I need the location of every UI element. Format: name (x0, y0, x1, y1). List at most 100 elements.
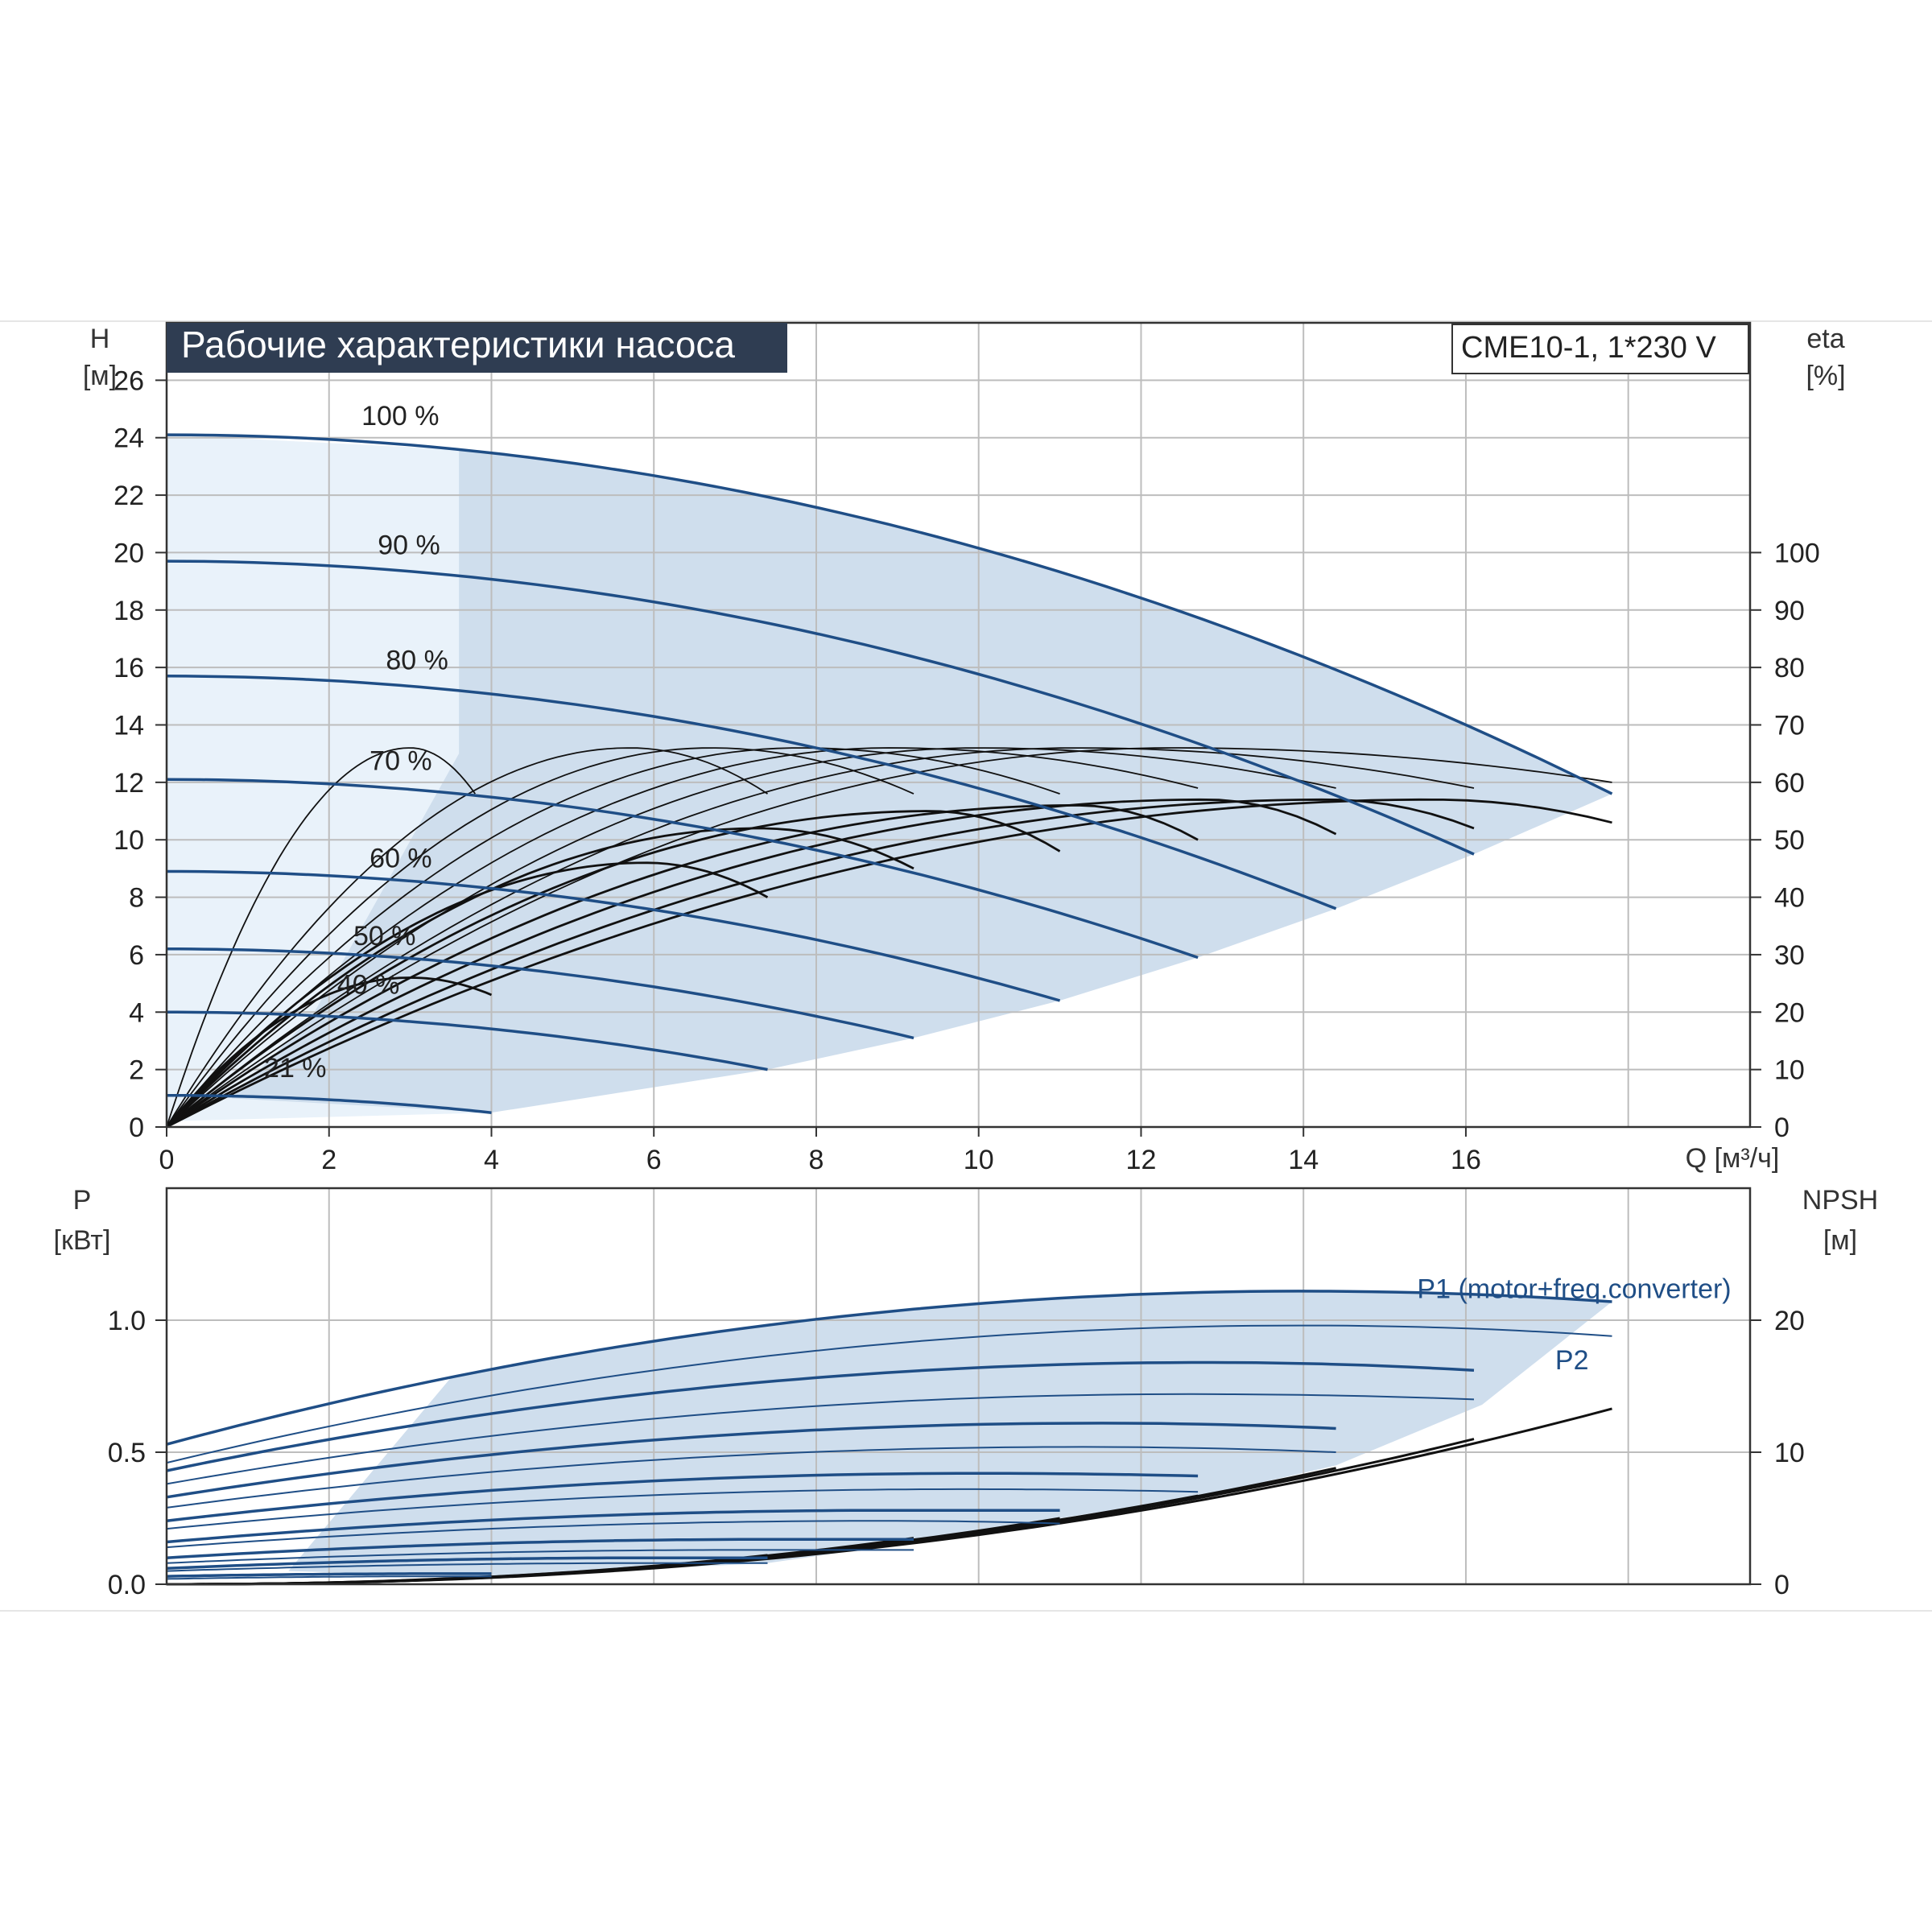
head-curve (166, 559, 1475, 856)
power-curve (166, 1488, 1199, 1530)
y-tick-label: 2 (129, 1055, 144, 1086)
power-curve (166, 1472, 1199, 1523)
speed-label: 40 % (337, 970, 400, 1001)
eta-tick-label: 40 (1774, 883, 1805, 914)
y-tick-label: 22 (114, 481, 144, 511)
eta-tick-label: 70 (1774, 711, 1805, 741)
eta-tick-label: 20 (1774, 997, 1805, 1028)
x-tick-label: 8 (809, 1145, 824, 1175)
y-tick-label: 8 (129, 883, 144, 914)
y-tick-label: 18 (114, 596, 144, 626)
p-axis-title: P (73, 1185, 92, 1216)
x-tick-label: 16 (1451, 1145, 1481, 1175)
power-curve (166, 1520, 1060, 1549)
head-chart-axes: 0246810121416182022242601020304050607080… (114, 321, 1820, 1175)
q-axis-title: Q [м³/ч] (1686, 1143, 1780, 1174)
p-tick-label: 0.0 (108, 1570, 146, 1600)
eta-tick-label: 80 (1774, 653, 1805, 683)
power-curve (166, 1549, 914, 1564)
npsh-axis-unit: [м] (1823, 1225, 1857, 1256)
x-tick-label: 0 (159, 1145, 175, 1175)
efficiency-curve (165, 861, 769, 1128)
head-curve (167, 1010, 768, 1071)
power-curve (166, 1422, 1336, 1499)
power-chart-axes: 0.0 0.5 1.0 0 10 20 (108, 1187, 1805, 1600)
model-label: CME10-1, 1*230 V (1461, 331, 1716, 365)
speed-label: 80 % (386, 645, 448, 675)
eta-tick-label: 100 (1774, 538, 1820, 568)
power-curve (166, 1572, 492, 1578)
efficiency-curve (166, 747, 1475, 1128)
head-curve (167, 1094, 492, 1114)
eta-tick-label: 30 (1774, 940, 1805, 971)
x-tick-label: 10 (964, 1145, 994, 1175)
speed-label: 100 % (361, 401, 439, 431)
power-curves (166, 1290, 1612, 1580)
head-curve (166, 778, 1199, 960)
eta-tick-label: 90 (1774, 596, 1805, 626)
speed-labels: 100 % 90 % 80 % 70 % 60 % 50 % 40 % 21 % (264, 401, 448, 1084)
power-curve (166, 1360, 1475, 1472)
speed-label: 60 % (369, 844, 431, 874)
speed-label: 21 % (264, 1053, 327, 1084)
eta-tick-label: 10 (1774, 1055, 1805, 1086)
y-tick-label: 10 (114, 825, 144, 856)
efficiency-curve (166, 747, 477, 1128)
y-tick-label: 20 (114, 538, 144, 568)
x-tick-label: 2 (321, 1145, 336, 1175)
efficiency-curve (166, 747, 1060, 1128)
eta-tick-label: 50 (1774, 825, 1805, 856)
npsh-axis-title: NPSH (1802, 1185, 1878, 1216)
power-curve (166, 1509, 1060, 1544)
power-curve (166, 1538, 914, 1559)
speed-label: 70 % (369, 745, 431, 776)
efficiency-curves (165, 747, 1612, 1129)
y-tick-label: 24 (114, 423, 144, 454)
y-tick-label: 26 (114, 365, 144, 396)
power-series-labels: P1 (motor+freq.converter) P2 (1417, 1274, 1731, 1377)
x-tick-label: 6 (646, 1145, 662, 1175)
speed-label: 50 % (353, 921, 416, 952)
eta-tick-label: 0 (1774, 1113, 1790, 1143)
power-plot-frame (165, 1187, 1752, 1586)
power-curve (166, 1556, 768, 1571)
efficiency-curve (166, 747, 1612, 1128)
efficiency-curve (166, 798, 1475, 1129)
y-tick-label: 12 (114, 768, 144, 799)
npsh-tick-label: 10 (1774, 1438, 1805, 1468)
efficiency-curve (166, 798, 1612, 1129)
y-tick-label: 16 (114, 653, 144, 683)
y-tick-label: 0 (129, 1113, 144, 1143)
x-tick-label: 4 (484, 1145, 499, 1175)
h-axis-title: H (90, 324, 110, 354)
head-curve (166, 433, 1613, 795)
model-box (1451, 324, 1749, 374)
efficiency-curve (166, 747, 1336, 1128)
y-tick-label: 14 (114, 711, 144, 741)
power-curve (166, 1575, 492, 1580)
power-series-label: P2 (1555, 1345, 1589, 1376)
x-tick-label: 14 (1288, 1145, 1319, 1175)
x-tick-label: 12 (1126, 1145, 1157, 1175)
head-curve (166, 675, 1337, 910)
y-tick-label: 6 (129, 940, 144, 971)
power-curve (166, 1562, 768, 1572)
eta-axis-title: eta (1806, 324, 1844, 354)
h-axis-unit: [м] (83, 361, 117, 391)
npsh-curve (167, 1407, 1612, 1586)
power-curve (166, 1324, 1612, 1464)
p-tick-label: 1.0 (108, 1306, 146, 1336)
power-curve (166, 1446, 1336, 1509)
power-series-label: P1 (motor+freq.converter) (1417, 1274, 1731, 1305)
npsh-tick-label: 20 (1774, 1306, 1805, 1336)
head-curve (167, 869, 1061, 1002)
head-curves (166, 433, 1613, 1114)
p-tick-label: 0.5 (108, 1438, 146, 1468)
chart-title: Рабочие характеристики насоса (181, 324, 735, 365)
power-curve (166, 1393, 1475, 1485)
head-curve (167, 947, 914, 1040)
speed-label: 90 % (378, 530, 440, 561)
eta-tick-label: 60 (1774, 768, 1805, 799)
power-curve (166, 1290, 1612, 1446)
